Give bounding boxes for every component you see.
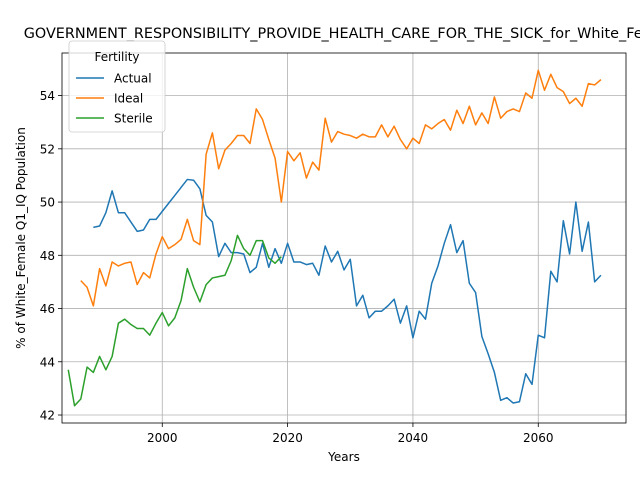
x-tick-label: 2020 (272, 431, 303, 445)
plot-frame (61, 52, 627, 424)
legend-label-ideal: Ideal (114, 92, 143, 106)
y-axis-ticks: 42 44 46 48 50 52 54 (40, 89, 62, 423)
plot-lines (67, 69, 602, 407)
y-tick-label: 50 (40, 196, 55, 210)
legend-label-sterile: Sterile (114, 112, 153, 126)
legend-label-actual: Actual (114, 72, 152, 86)
y-tick-label: 44 (40, 355, 55, 369)
chart-title: GOVERNMENT_RESPONSIBILITY_PROVIDE_HEALTH… (24, 26, 640, 42)
y-tick-label: 48 (40, 249, 55, 263)
y-axis-label: % of White_Female Q1_IQ Population (14, 127, 28, 349)
series-line-ideal (80, 69, 602, 307)
y-tick-label: 52 (40, 142, 55, 156)
x-tick-label: 2040 (398, 431, 429, 445)
y-tick-label: 54 (40, 89, 55, 103)
series-line-sterile (67, 234, 282, 407)
legend: Fertility Actual Ideal Sterile (68, 40, 166, 133)
legend-items: Actual Ideal Sterile (76, 72, 153, 126)
x-axis-ticks: 2000 2020 2040 2060 (147, 423, 554, 445)
y-tick-label: 46 (40, 302, 55, 316)
y-tick-label: 42 (40, 409, 55, 423)
x-axis-label: Years (327, 450, 360, 464)
series-line-actual (93, 178, 602, 404)
legend-box (68, 40, 166, 133)
legend-title: Fertility (94, 50, 139, 64)
x-tick-label: 2060 (523, 431, 554, 445)
x-tick-label: 2000 (147, 431, 178, 445)
